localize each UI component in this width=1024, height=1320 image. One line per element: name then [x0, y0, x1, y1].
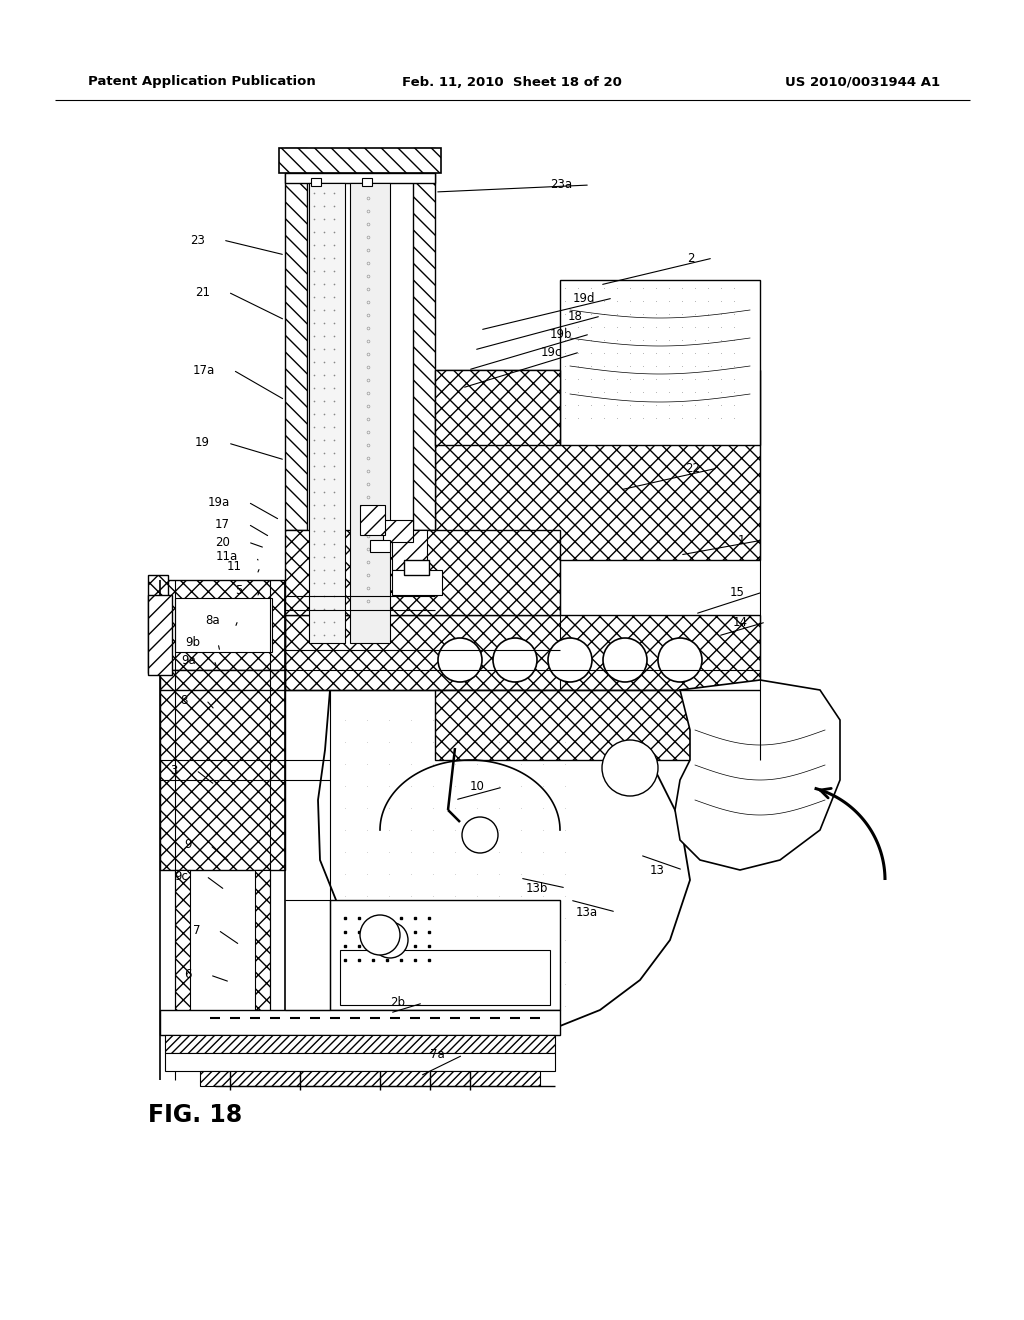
- Bar: [362, 178, 372, 186]
- Text: 3: 3: [171, 763, 178, 776]
- Text: 7a: 7a: [430, 1048, 445, 1061]
- Text: 23: 23: [190, 234, 205, 247]
- Text: 13a: 13a: [575, 906, 598, 919]
- Circle shape: [548, 638, 592, 682]
- Bar: [435, 370, 560, 445]
- Bar: [340, 950, 550, 1005]
- Text: 19b: 19b: [550, 327, 572, 341]
- Text: 14: 14: [733, 615, 748, 628]
- Text: 22: 22: [685, 462, 700, 474]
- Text: 19d: 19d: [572, 292, 595, 305]
- Text: 11a: 11a: [216, 550, 238, 564]
- Text: 19c: 19c: [541, 346, 562, 359]
- Text: FIG. 18: FIG. 18: [148, 1104, 243, 1127]
- Text: 19a: 19a: [208, 495, 230, 508]
- Bar: [330, 900, 560, 1010]
- Text: 8a: 8a: [206, 614, 220, 627]
- Bar: [383, 520, 413, 543]
- Bar: [175, 870, 190, 1071]
- Text: 9: 9: [184, 838, 193, 851]
- Circle shape: [493, 638, 537, 682]
- Text: 7: 7: [193, 924, 200, 936]
- Text: Feb. 11, 2010  Sheet 18 of 20: Feb. 11, 2010 Sheet 18 of 20: [402, 75, 622, 88]
- Text: 15: 15: [730, 586, 745, 598]
- Text: 21: 21: [195, 285, 210, 298]
- Bar: [175, 598, 272, 652]
- Bar: [435, 370, 760, 560]
- Circle shape: [372, 921, 408, 958]
- Text: 10: 10: [470, 780, 485, 793]
- Bar: [200, 1071, 540, 1086]
- Circle shape: [438, 638, 482, 682]
- Text: 1: 1: [737, 533, 745, 546]
- Circle shape: [462, 817, 498, 853]
- Bar: [279, 148, 441, 173]
- Text: 19: 19: [195, 437, 210, 450]
- Bar: [148, 595, 172, 675]
- Bar: [165, 1035, 555, 1053]
- Text: 18: 18: [568, 309, 583, 322]
- Bar: [148, 576, 168, 673]
- Circle shape: [658, 638, 702, 682]
- Circle shape: [603, 638, 647, 682]
- Text: 17a: 17a: [193, 363, 215, 376]
- Text: US 2010/0031944 A1: US 2010/0031944 A1: [784, 75, 940, 88]
- Bar: [285, 148, 307, 531]
- Bar: [285, 173, 435, 183]
- Polygon shape: [675, 680, 840, 870]
- Text: 11: 11: [227, 561, 242, 573]
- Bar: [285, 615, 760, 690]
- Bar: [309, 183, 345, 643]
- Bar: [360, 506, 385, 535]
- Bar: [160, 671, 285, 870]
- Text: 23a: 23a: [550, 178, 572, 191]
- Circle shape: [360, 915, 400, 954]
- Text: 9a: 9a: [181, 653, 196, 667]
- Bar: [311, 178, 321, 186]
- Bar: [404, 560, 429, 576]
- Bar: [255, 870, 270, 1071]
- Text: 13: 13: [650, 863, 665, 876]
- Bar: [165, 1053, 555, 1071]
- Text: 2: 2: [687, 252, 695, 264]
- Text: 9b: 9b: [185, 636, 200, 649]
- Bar: [392, 531, 427, 570]
- Text: 6: 6: [184, 969, 193, 982]
- Text: 9c: 9c: [174, 870, 188, 883]
- Text: 2b: 2b: [390, 997, 406, 1010]
- Bar: [413, 148, 435, 531]
- Bar: [285, 531, 560, 615]
- Text: Patent Application Publication: Patent Application Publication: [88, 75, 315, 88]
- Bar: [560, 280, 760, 445]
- Bar: [160, 1010, 560, 1035]
- Bar: [160, 579, 285, 671]
- Text: 8: 8: [180, 693, 188, 706]
- Bar: [392, 570, 442, 595]
- Text: 17: 17: [215, 517, 230, 531]
- Polygon shape: [318, 690, 690, 1030]
- Text: 13b: 13b: [525, 882, 548, 895]
- Bar: [370, 540, 390, 552]
- Text: 20: 20: [215, 536, 230, 549]
- Text: 5: 5: [234, 583, 242, 597]
- Bar: [435, 690, 760, 760]
- Circle shape: [602, 741, 658, 796]
- Bar: [350, 183, 390, 643]
